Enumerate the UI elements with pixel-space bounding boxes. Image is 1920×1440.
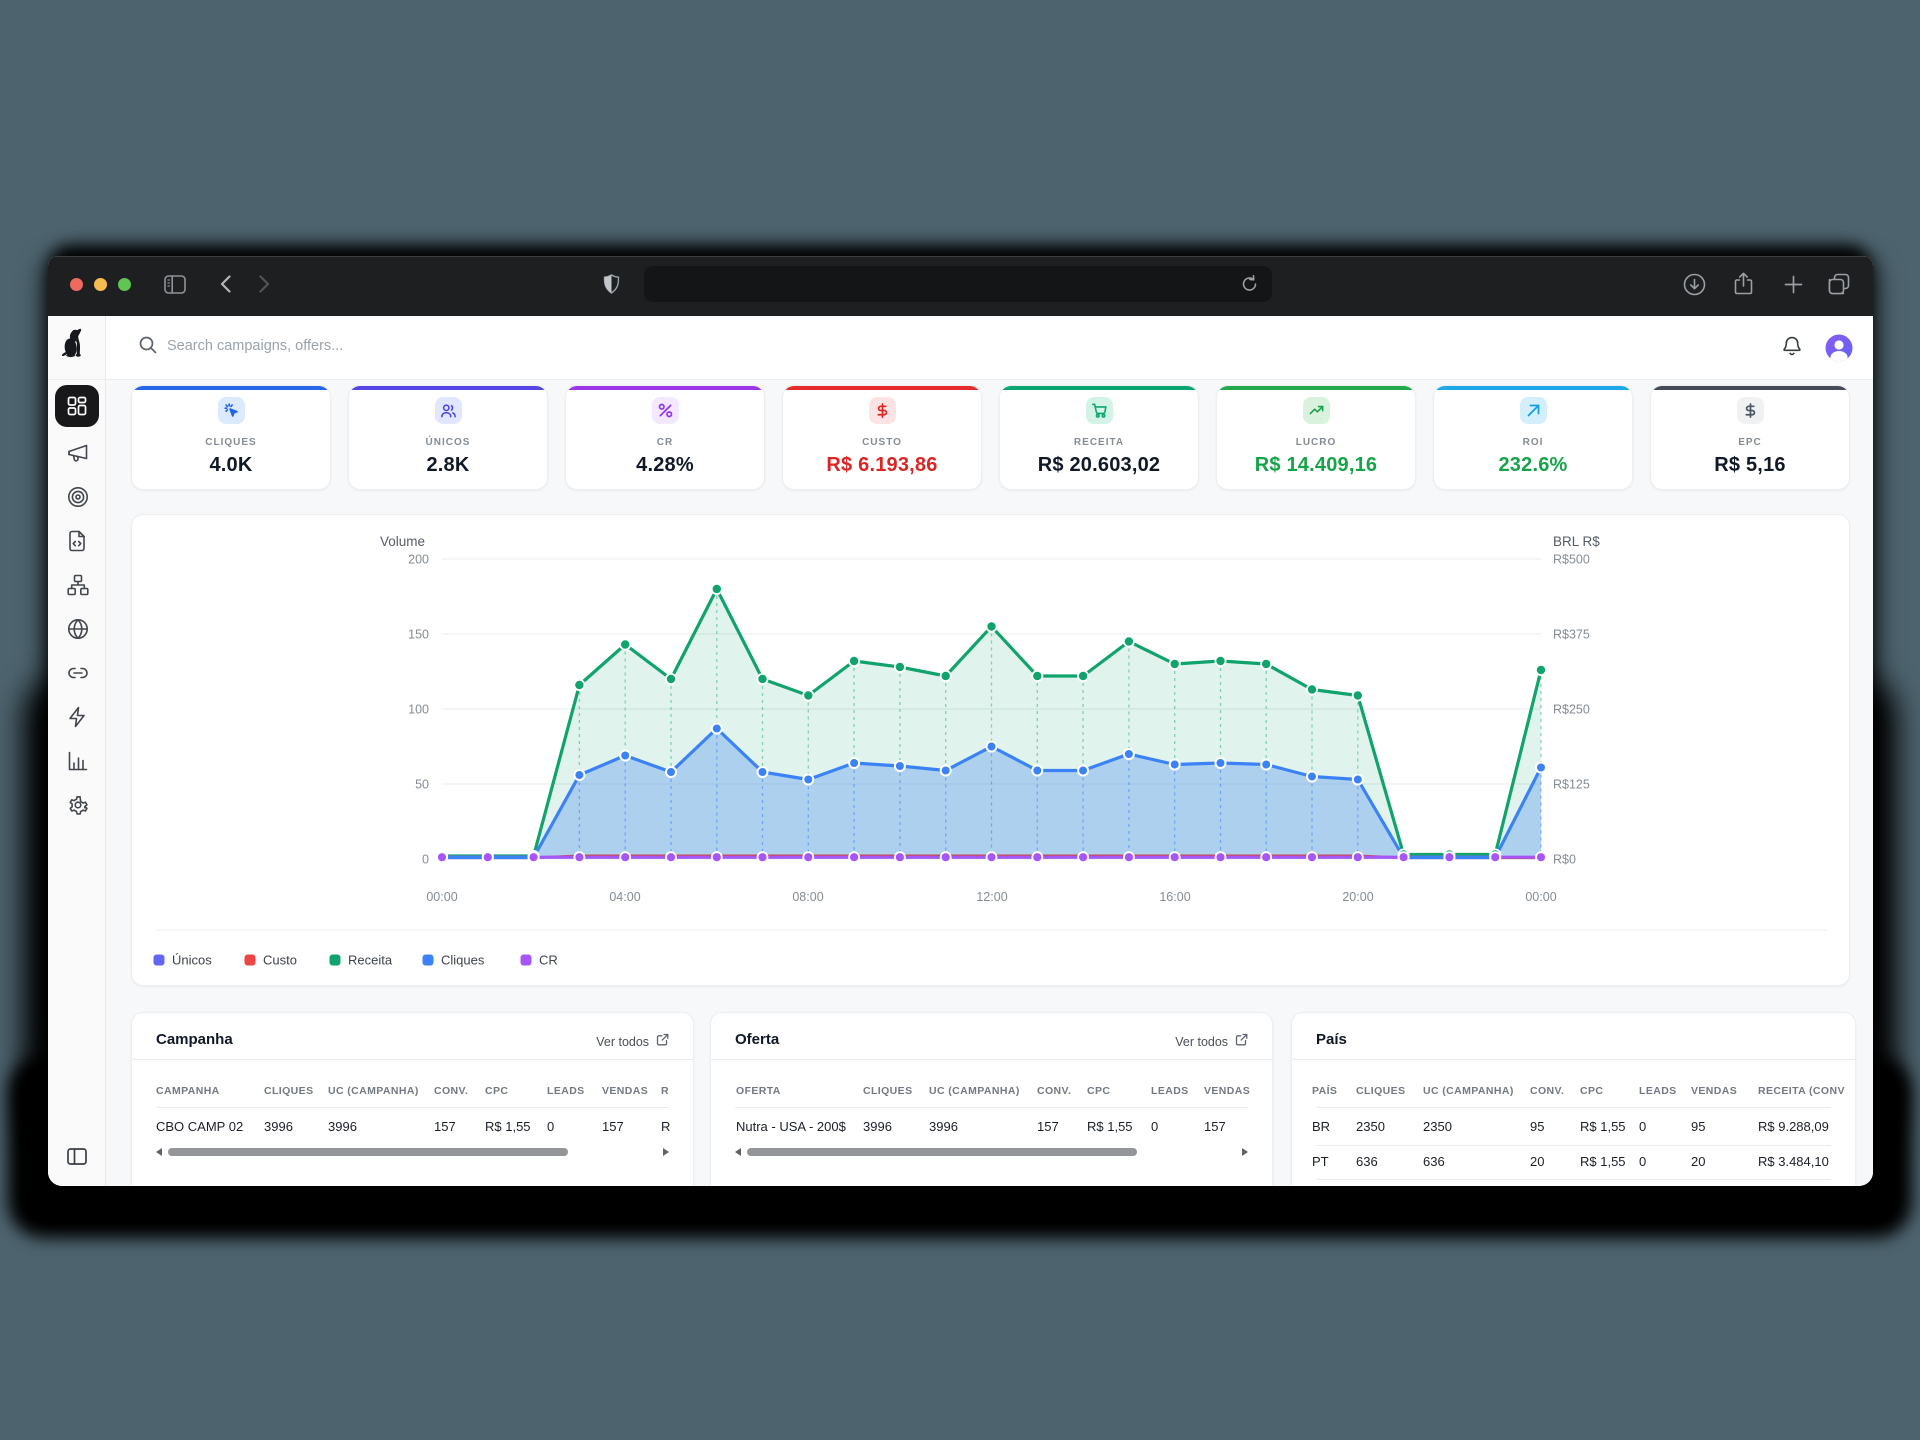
- svg-text:Custo: Custo: [263, 953, 297, 968]
- svg-text:04:00: 04:00: [609, 890, 640, 904]
- svg-text:CR: CR: [539, 953, 558, 968]
- svg-text:R$125: R$125: [1553, 778, 1590, 792]
- svg-text:100: 100: [408, 703, 429, 717]
- svg-text:Únicos: Únicos: [172, 953, 212, 968]
- svg-text:08:00: 08:00: [792, 890, 823, 904]
- svg-text:R$250: R$250: [1553, 703, 1590, 717]
- svg-text:0: 0: [422, 853, 429, 867]
- svg-text:Receita: Receita: [348, 953, 393, 968]
- svg-text:Cliques: Cliques: [441, 953, 485, 968]
- svg-text:BRL R$: BRL R$: [1553, 534, 1600, 549]
- svg-text:R$500: R$500: [1553, 553, 1590, 567]
- svg-text:Volume: Volume: [380, 534, 425, 549]
- svg-text:R$0: R$0: [1553, 853, 1576, 867]
- svg-text:16:00: 16:00: [1159, 890, 1190, 904]
- svg-text:R$375: R$375: [1553, 628, 1590, 642]
- svg-text:00:00: 00:00: [1525, 890, 1556, 904]
- svg-text:00:00: 00:00: [426, 890, 457, 904]
- svg-text:200: 200: [408, 553, 429, 567]
- svg-text:150: 150: [408, 628, 429, 642]
- svg-text:12:00: 12:00: [976, 890, 1007, 904]
- svg-text:20:00: 20:00: [1342, 890, 1373, 904]
- svg-text:50: 50: [415, 778, 429, 792]
